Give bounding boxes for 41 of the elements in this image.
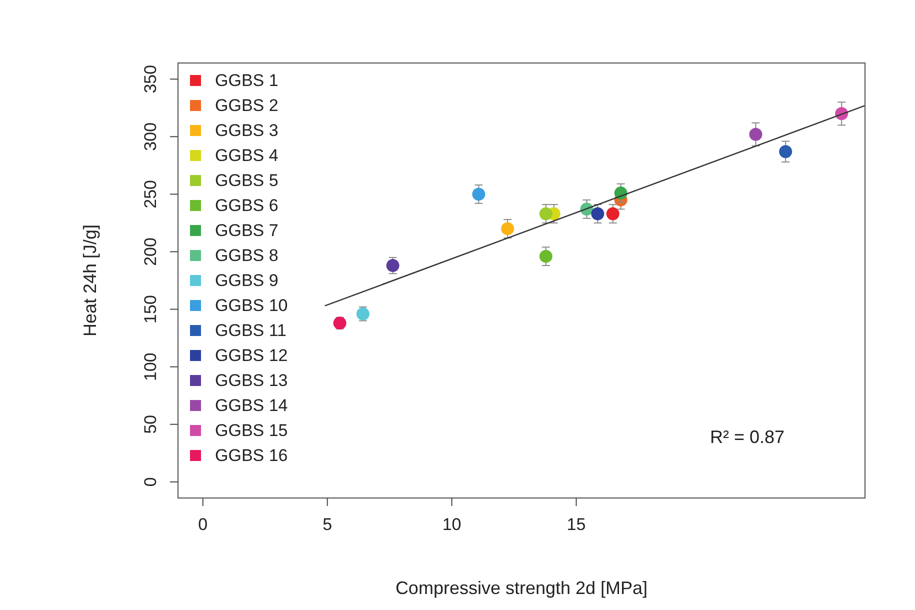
legend-label: GGBS 15 (215, 421, 288, 440)
legend-label: GGBS 16 (215, 446, 288, 465)
x-tick-label: 15 (566, 515, 586, 534)
legend-label: GGBS 5 (215, 171, 278, 190)
y-tick-label: 300 (141, 122, 160, 151)
legend-label: GGBS 2 (215, 96, 278, 115)
y-tick-label: 100 (141, 352, 160, 381)
point (591, 207, 604, 220)
x-tick-label: 5 (322, 515, 332, 534)
legend-label: GGBS 3 (215, 121, 278, 140)
y-tick-label: 150 (141, 295, 160, 324)
legend-label: GGBS 11 (215, 321, 286, 340)
legend-label: GGBS 14 (215, 396, 288, 415)
point (749, 128, 762, 141)
point (779, 145, 792, 158)
y-tick-label: 0 (141, 477, 160, 487)
x-axis-title: Compressive strength 2d [MPa] (395, 578, 648, 598)
y-tick-label: 200 (141, 238, 160, 266)
point (539, 207, 552, 220)
point (472, 188, 486, 201)
legend-label: GGBS 1 (215, 71, 278, 90)
legend-label: GGBS 8 (215, 246, 278, 265)
y-tick-label: 350 (141, 64, 160, 94)
x-tick-label: 10 (442, 515, 462, 534)
point (606, 207, 620, 220)
point (501, 222, 514, 236)
y-tick-label: 50 (141, 414, 160, 434)
legend-label: GGBS 7 (215, 221, 278, 240)
x-tick-label: 0 (198, 515, 208, 534)
legend-label: GGBS 12 (215, 346, 288, 365)
legend-label: GGBS 10 (215, 296, 288, 315)
y-tick-label: 250 (141, 180, 160, 208)
point (386, 259, 400, 272)
point (356, 307, 370, 320)
legend-label: GGBS 6 (215, 196, 278, 215)
legend-label: GGBS 4 (215, 146, 278, 165)
legend-label: GGBS 9 (215, 271, 278, 290)
point (539, 250, 552, 263)
annotation: R² = 0.87 (710, 427, 785, 447)
y-axis-title: Heat 24h [J/g] (80, 224, 100, 337)
legend-label: GGBS 13 (215, 371, 288, 390)
